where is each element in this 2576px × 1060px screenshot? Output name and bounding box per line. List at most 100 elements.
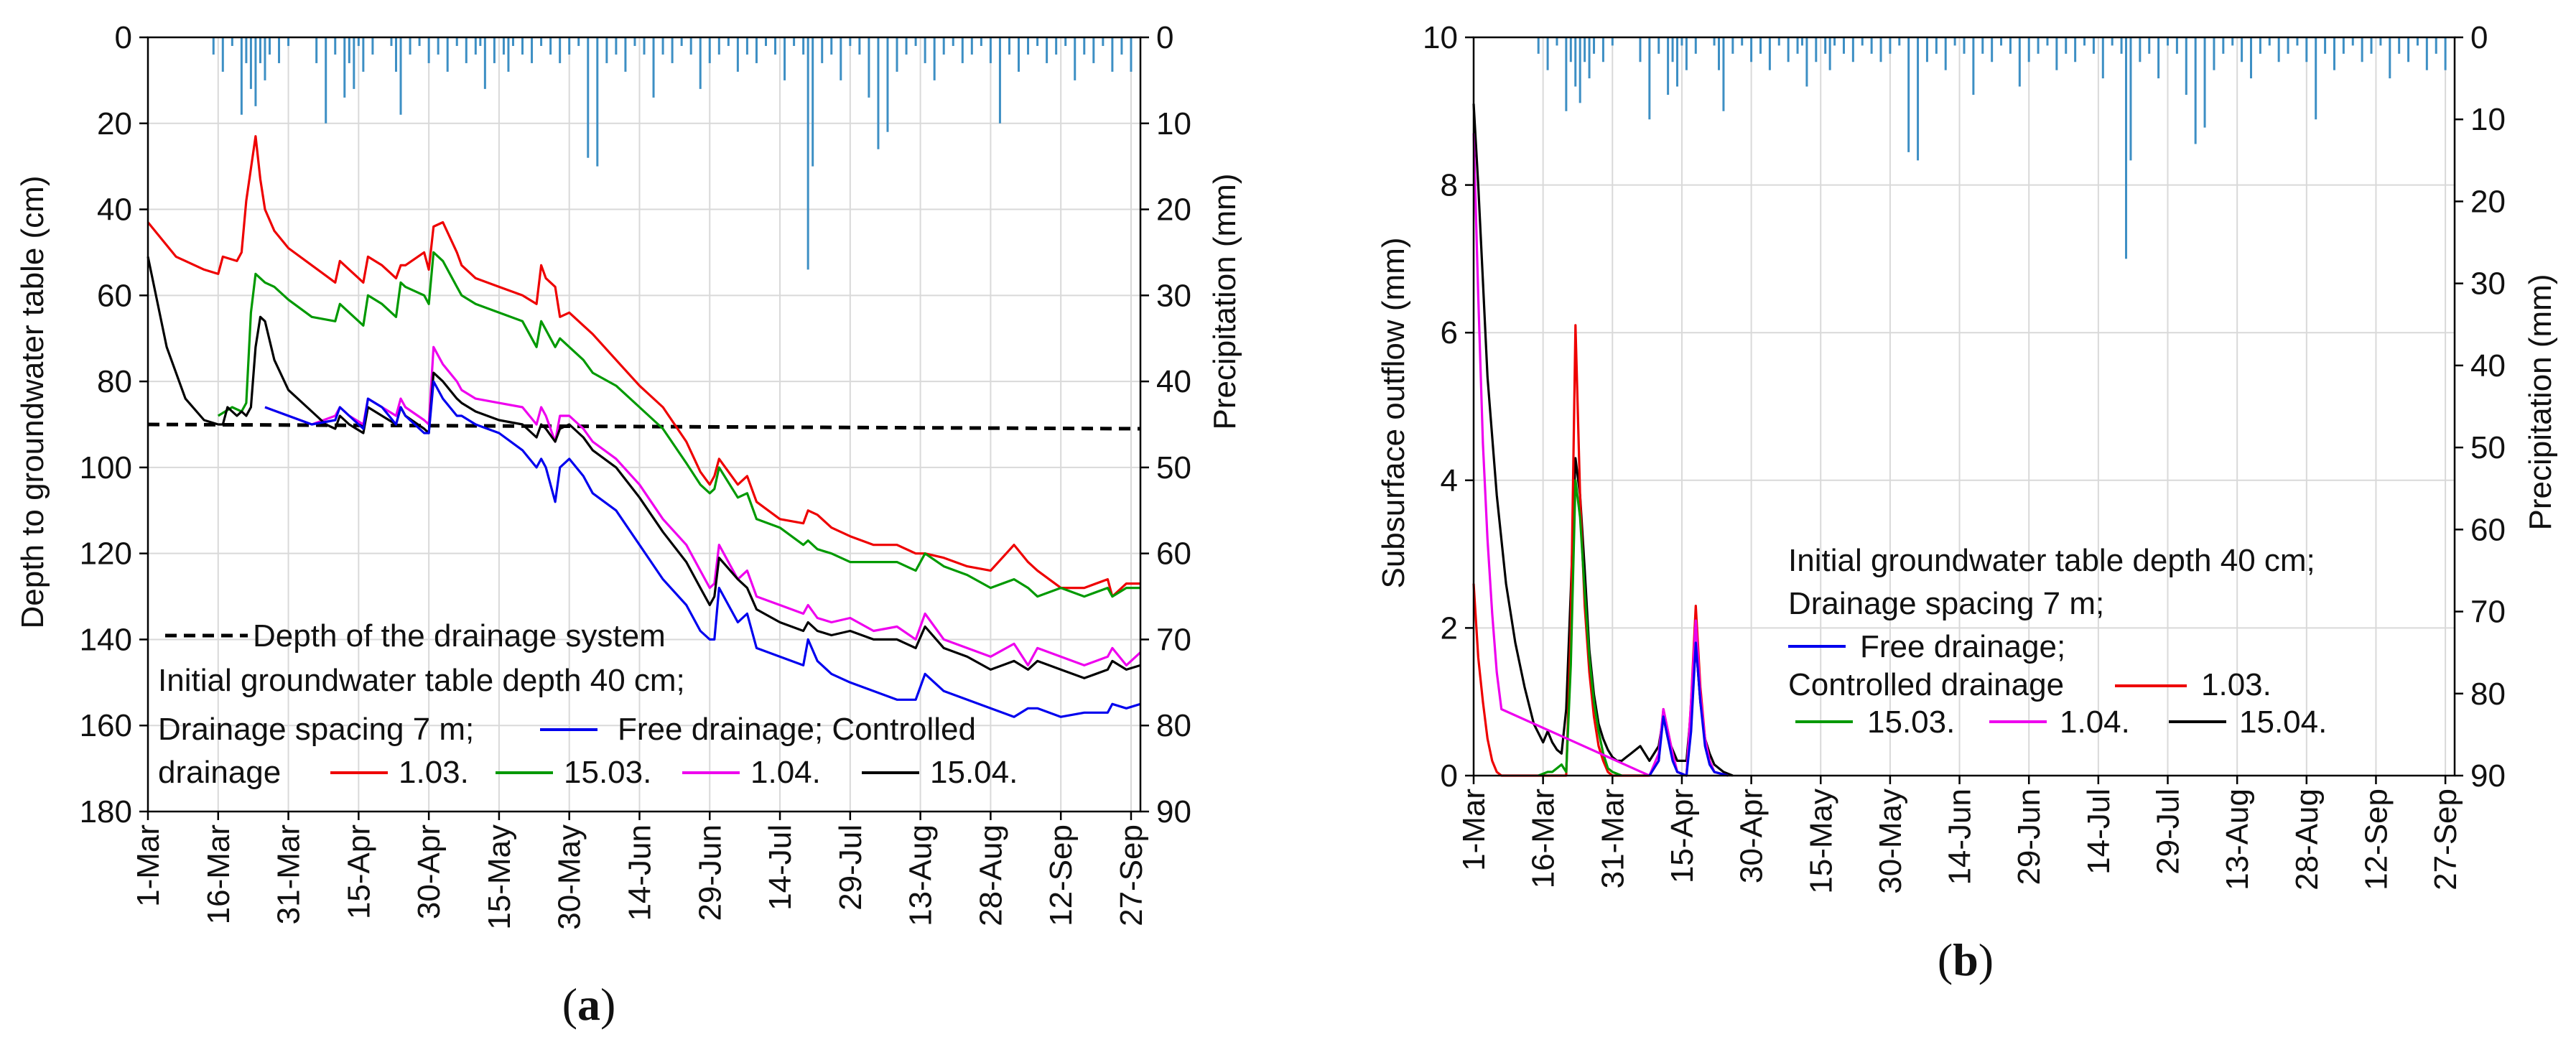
x-tick-label: 13-Aug (2220, 789, 2255, 891)
x-tick-label: 12-Sep (1043, 824, 1079, 926)
chart-a-y2-axis-label: Precipitation (mm) (1207, 174, 1242, 430)
chart-panel-a: 1-Mar 16-Mar 31-Mar 15-Apr 30-Apr 15-May 30-Ma… (15, 20, 1242, 1030)
y2-tick-label: 0 (2470, 20, 2488, 55)
x-tick-label: 14-Jun (1943, 789, 1978, 885)
y-tick-label: 100 (80, 450, 132, 485)
legend-1-03-label: 1.03. (399, 755, 469, 790)
x-tick-label: 31-Mar (271, 824, 307, 924)
chart-b-axes: 1-Mar 16-Mar 31-Mar 15-Apr 30-Apr 15-May 30-Ma… (1423, 20, 2506, 894)
legend-1-04-label: 1.04. (750, 755, 821, 790)
x-tick-label: 31-Mar (1595, 789, 1630, 888)
legend-b-15-03-label: 15.03. (1867, 705, 1955, 740)
x-tick-label: 29-Jul (2151, 789, 2186, 875)
y2-tick-label: 50 (2470, 430, 2506, 465)
legend-b-free-drainage-label: Free drainage; (1860, 629, 2065, 664)
y-tick-label: 0 (1441, 758, 1458, 794)
x-tick-label: 15-May (1803, 789, 1838, 894)
x-tick-label: 1-Mar (1456, 789, 1492, 871)
y-tick-label: 120 (80, 536, 132, 572)
y2-tick-label: 80 (2470, 677, 2506, 712)
x-tick-label: 13-Aug (903, 824, 939, 926)
x-tick-label: 30-May (552, 824, 587, 930)
x-tick-label: 27-Sep (2428, 789, 2463, 891)
y-tick-label: 0 (115, 20, 132, 55)
legend-free-drainage-label: Free drainage; Controlled (618, 712, 976, 747)
y-tick-label: 180 (80, 794, 132, 829)
x-tick-label: 30-Apr (411, 824, 447, 919)
series-line-cd-1-04 (1474, 134, 1728, 776)
y2-tick-label: 0 (1156, 20, 1173, 55)
y2-tick-label: 90 (1156, 794, 1191, 829)
y2-tick-label: 60 (1156, 536, 1191, 572)
chart-b-series (1474, 104, 1733, 776)
y-tick-label: 140 (80, 622, 132, 657)
x-tick-label: 29-Jun (2012, 789, 2047, 885)
y-tick-label: 4 (1441, 463, 1458, 498)
y2-tick-label: 20 (1156, 192, 1191, 228)
chart-a-axes: 1-Mar 16-Mar 31-Mar 15-Apr 30-Apr 15-May 30-Ma… (80, 20, 1191, 930)
legend-controlled-drainage-label: drainage (158, 755, 281, 790)
legend-spacing-label: Drainage spacing 7 m; (158, 712, 474, 747)
y2-tick-label: 40 (2470, 348, 2506, 383)
y2-tick-label: 80 (1156, 708, 1191, 743)
x-tick-label: 14-Jul (2081, 789, 2116, 875)
y2-tick-label: 30 (2470, 266, 2506, 302)
x-tick-label: 29-Jun (692, 824, 727, 921)
x-tick-label: 1-Mar (131, 824, 166, 907)
y2-tick-label: 10 (2470, 102, 2506, 137)
x-tick-label: 30-Apr (1734, 789, 1770, 883)
chart-b-y-axis-label: Subsurface outflow (mm) (1376, 237, 1411, 588)
x-tick-label: 16-Mar (201, 824, 236, 924)
panel-a-label: (a) (562, 979, 616, 1030)
y2-tick-label: 90 (2470, 758, 2506, 794)
x-tick-label: 15-May (482, 824, 517, 930)
x-tick-label: 30-May (1873, 789, 1908, 894)
y2-tick-label: 60 (2470, 512, 2506, 547)
chart-panel-b: 1-Mar 16-Mar 31-Mar 15-Apr 30-Apr 15-May 30-Ma… (1376, 20, 2558, 985)
chart-b-legend: Initial groundwater table depth 40 cm; D… (1788, 543, 2327, 740)
x-tick-label: 12-Sep (2358, 789, 2394, 891)
x-tick-label: 15-Apr (341, 824, 376, 919)
y-tick-label: 40 (97, 192, 132, 228)
chart-b-y2-axis-label: Precipitation (mm) (2523, 274, 2558, 531)
y2-tick-label: 10 (1156, 106, 1191, 141)
x-tick-label: 14-Jun (622, 824, 657, 921)
legend-b-1-03-label: 1.03. (2201, 667, 2272, 702)
drainage-depth-line (148, 424, 1140, 429)
y-tick-label: 10 (1423, 20, 1458, 55)
legend-b-15-04-label: 15.04. (2239, 705, 2327, 740)
legend-initial-depth-label: Initial groundwater table depth 40 cm; (158, 663, 685, 698)
y-tick-label: 80 (97, 364, 132, 399)
y-tick-label: 160 (80, 708, 132, 743)
x-tick-label: 16-Mar (1526, 789, 1561, 888)
series-line-cd-1-04 (265, 347, 1140, 665)
x-tick-label: 15-Apr (1665, 789, 1700, 883)
plot-frame (1474, 37, 2455, 776)
legend-15-03-label: 15.03. (564, 755, 651, 790)
legend-b-initial-depth-label: Initial groundwater table depth 40 cm; (1788, 543, 2315, 578)
x-tick-label: 29-Jul (833, 824, 868, 911)
y2-tick-label: 70 (1156, 622, 1191, 657)
y-tick-label: 20 (97, 106, 132, 141)
legend-b-controlled-drainage-label: Controlled drainage (1788, 667, 2064, 702)
x-tick-label: 28-Aug (2289, 789, 2325, 891)
legend-15-04-label: 15.04. (930, 755, 1018, 790)
chart-a-precipitation-bars (213, 37, 1131, 269)
y2-tick-label: 20 (2470, 184, 2506, 219)
chart-b-precipitation-bars (1538, 37, 2445, 259)
y2-tick-label: 40 (1156, 364, 1191, 399)
series-line-cd-1-03 (148, 136, 1140, 597)
series-line-free-drainage (1650, 643, 1729, 776)
chart-a-legend: Depth of the drainage system Initial gro… (158, 618, 1018, 790)
y-tick-label: 2 (1441, 610, 1458, 646)
y-tick-label: 8 (1441, 168, 1458, 203)
legend-b-spacing-label: Drainage spacing 7 m; (1788, 586, 2104, 621)
y-tick-label: 60 (97, 278, 132, 313)
y-tick-label: 6 (1441, 315, 1458, 350)
x-tick-label: 28-Aug (973, 824, 1008, 926)
x-tick-label: 27-Sep (1114, 824, 1149, 926)
y2-tick-label: 70 (2470, 595, 2506, 630)
panel-b-label: (b) (1938, 934, 1994, 985)
legend-b-1-04-label: 1.04. (2060, 705, 2130, 740)
